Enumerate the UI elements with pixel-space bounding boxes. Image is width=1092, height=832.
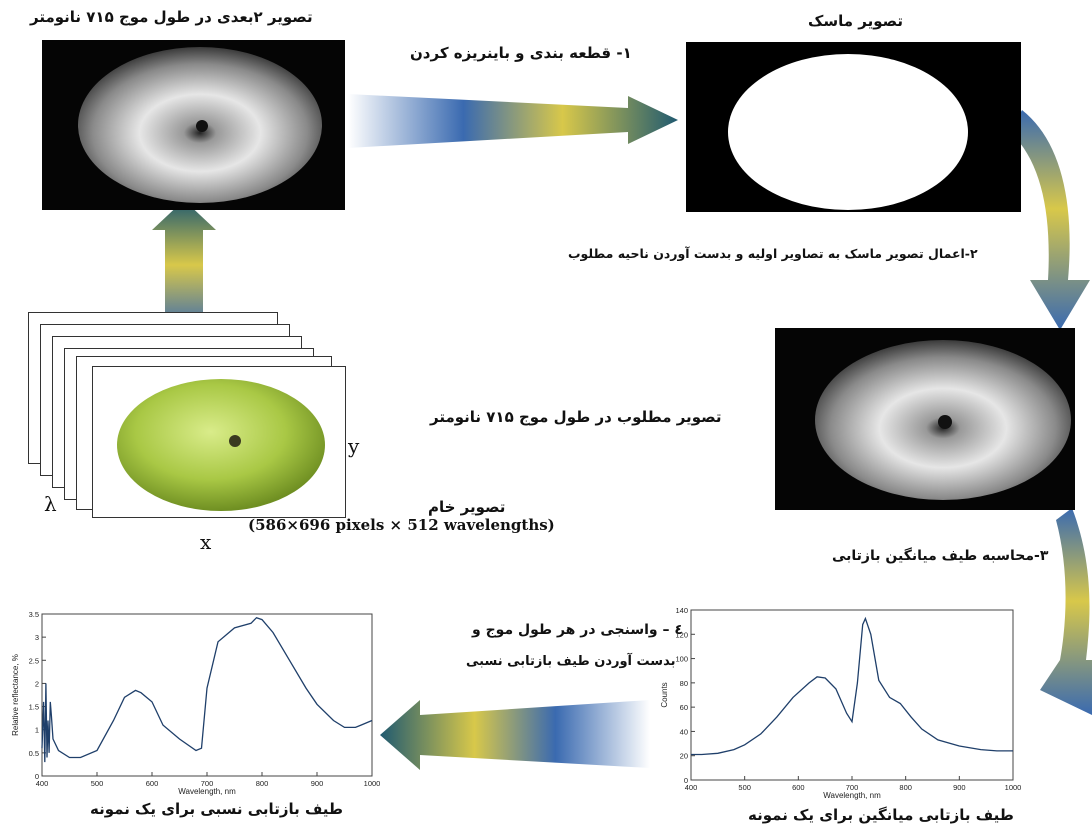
arrow-mask-to-desired xyxy=(1010,110,1090,330)
x-tick-label: 900 xyxy=(953,783,966,792)
y-tick-label: 0 xyxy=(35,772,39,781)
y-axis-label: Counts xyxy=(660,682,669,707)
relative-reflectance-chart: 400 500 600 700 800 900 1000 0 0.5 1 1.5 2 2.5 3 3.5 Wa… xyxy=(11,610,381,796)
y-tick-label: 3 xyxy=(35,633,39,642)
x-tick-label: 400 xyxy=(685,783,698,792)
mean-reflectance-chart: 400 500 600 700 800 900 1000 0 20 40 60 80 100 120 140… xyxy=(660,606,1022,800)
x-tick-label: 700 xyxy=(846,783,859,792)
x-tick-label: 800 xyxy=(899,783,912,792)
desired-image xyxy=(775,328,1075,510)
axis-y: y xyxy=(348,434,360,458)
x-tick-label: 1000 xyxy=(364,779,381,788)
top-left-title: تصویر ۲بعدی در طول موج ۷۱۵ نانومتر xyxy=(30,8,313,26)
y-tick-label: 1 xyxy=(35,726,39,735)
x-tick-label: 700 xyxy=(201,779,214,788)
y-tick-label: 40 xyxy=(680,727,688,736)
raw-image-label: تصویر خام xyxy=(428,498,506,516)
y-tick-label: 0 xyxy=(684,776,688,785)
arrow-segmentation xyxy=(348,94,678,148)
spectrum-line xyxy=(691,616,1013,756)
x-tick-label: 900 xyxy=(311,779,324,788)
x-tick-label: 800 xyxy=(256,779,269,788)
mask-image xyxy=(686,42,1021,212)
step2-label: ۲-اعمال تصویر ماسک به تصاویر اولیه و بدس… xyxy=(568,246,978,261)
x-tick-label: 400 xyxy=(36,779,49,788)
y-tick-label: 1.5 xyxy=(29,703,39,712)
step4-line2: بدست آوردن طیف بازتابی نسبی xyxy=(466,654,676,669)
y-tick-label: 20 xyxy=(680,752,688,761)
y-axis-label: Relative reflectance, % xyxy=(11,654,20,736)
x-tick-label: 500 xyxy=(738,783,751,792)
x-tick-label: 500 xyxy=(91,779,104,788)
axis-x: x xyxy=(200,530,212,554)
y-tick-label: 2.5 xyxy=(29,656,39,665)
y-tick-label: 3.5 xyxy=(29,610,39,619)
arrow-calibration xyxy=(380,700,650,770)
desired-image-label: تصویر مطلوب در طول موج ۷۱۵ نانومتر xyxy=(430,408,722,426)
x-axis-label: Wavelength, nm xyxy=(178,787,236,796)
caption-mean: طیف بازتابی میانگین برای یک نمونه xyxy=(748,806,1014,824)
raw-dims-label: (586×696 pixels × 512 wavelengths) xyxy=(248,516,555,534)
y-tick-label: 140 xyxy=(675,606,688,615)
axis-lambda: λ xyxy=(44,492,57,516)
step3-label: ۳-محاسبه طیف میانگین بازتابی xyxy=(832,548,1049,564)
step4-line1: ٤ – واسنجی در هر طول موج و xyxy=(472,622,683,638)
x-axis-label: Wavelength, nm xyxy=(823,791,881,800)
x-tick-label: 600 xyxy=(792,783,805,792)
arrow-desired-to-spectrum xyxy=(1040,508,1092,715)
mask-title: تصویر ماسک xyxy=(808,12,904,30)
caption-relative: طیف بازتابی نسبی برای یک نمونه xyxy=(90,800,344,818)
y-tick-label: 2 xyxy=(35,679,39,688)
y-tick-label: 100 xyxy=(675,655,688,664)
arrow-up-raw-to-image xyxy=(152,200,216,330)
y-tick-label: 80 xyxy=(680,679,688,688)
x-tick-label: 1000 xyxy=(1005,783,1022,792)
spectrum-line xyxy=(41,616,373,763)
image-715nm xyxy=(42,40,345,210)
y-tick-label: 60 xyxy=(680,703,688,712)
plot-area xyxy=(690,609,1014,781)
y-tick-label: 0.5 xyxy=(29,749,39,758)
step1-label: ۱- قطعه بندی و باینریزه کردن xyxy=(410,44,632,62)
x-tick-label: 600 xyxy=(146,779,159,788)
y-tick-label: 120 xyxy=(675,630,688,639)
